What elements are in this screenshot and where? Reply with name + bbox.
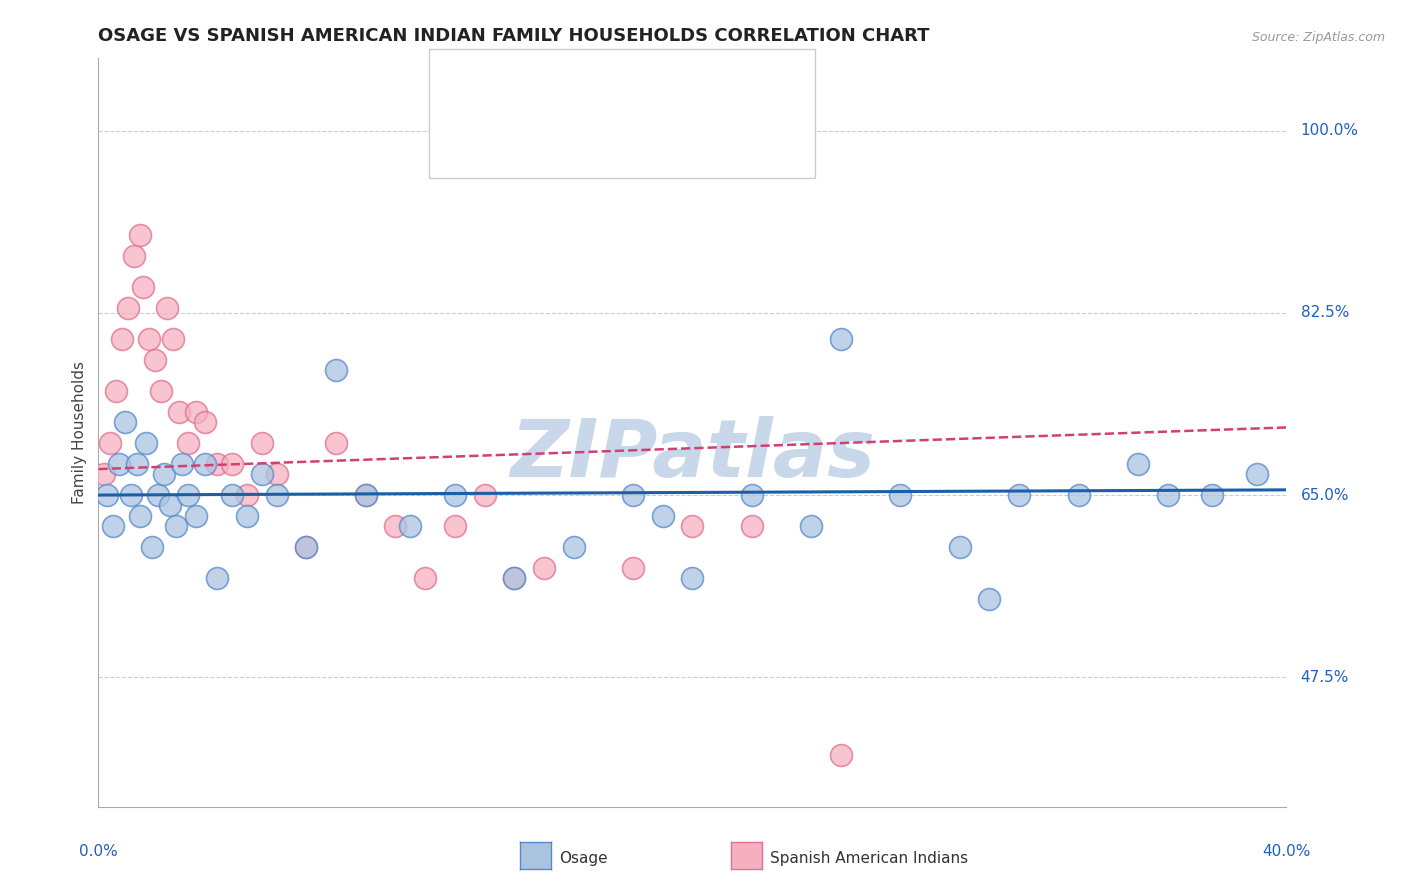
- Text: R = 0.016   N = 35: R = 0.016 N = 35: [510, 137, 695, 155]
- Point: [221, 488, 243, 502]
- Text: 82.5%: 82.5%: [1301, 305, 1350, 320]
- Point: [325, 436, 347, 450]
- Point: [384, 519, 406, 533]
- Point: [533, 561, 555, 575]
- Point: [651, 508, 673, 523]
- Point: [830, 332, 852, 346]
- Text: Spanish American Indians: Spanish American Indians: [770, 851, 969, 865]
- Point: [120, 488, 142, 502]
- Point: [194, 457, 217, 471]
- Point: [1246, 467, 1268, 482]
- Point: [236, 488, 259, 502]
- Text: OSAGE VS SPANISH AMERICAN INDIAN FAMILY HOUSEHOLDS CORRELATION CHART: OSAGE VS SPANISH AMERICAN INDIAN FAMILY …: [98, 28, 929, 45]
- Point: [1156, 488, 1178, 502]
- Point: [138, 332, 160, 346]
- Point: [108, 457, 131, 471]
- Point: [221, 457, 243, 471]
- Point: [621, 488, 644, 502]
- Text: 40.0%: 40.0%: [1263, 844, 1310, 859]
- Point: [295, 540, 318, 554]
- Point: [186, 405, 208, 419]
- Text: R = 0.012   N = 44: R = 0.012 N = 44: [510, 92, 695, 110]
- Point: [889, 488, 911, 502]
- Point: [186, 508, 208, 523]
- Point: [159, 499, 181, 513]
- Point: [122, 249, 145, 263]
- Point: [413, 571, 436, 585]
- Text: 47.5%: 47.5%: [1301, 670, 1350, 685]
- Point: [207, 571, 229, 585]
- Point: [143, 352, 166, 367]
- Point: [830, 748, 852, 763]
- Point: [800, 519, 823, 533]
- Point: [266, 488, 288, 502]
- Point: [1126, 457, 1149, 471]
- Point: [979, 592, 1001, 607]
- Point: [93, 467, 115, 482]
- Y-axis label: Family Households: Family Households: [72, 361, 87, 504]
- Point: [129, 508, 152, 523]
- Point: [354, 488, 377, 502]
- Point: [325, 363, 347, 377]
- Point: [135, 436, 157, 450]
- Text: 100.0%: 100.0%: [1301, 123, 1358, 138]
- Point: [1008, 488, 1031, 502]
- Point: [132, 280, 155, 294]
- Point: [444, 519, 467, 533]
- Point: [1201, 488, 1223, 502]
- Point: [474, 488, 496, 502]
- Point: [681, 571, 703, 585]
- Text: Source: ZipAtlas.com: Source: ZipAtlas.com: [1251, 31, 1385, 45]
- Point: [111, 332, 134, 346]
- Text: 0.0%: 0.0%: [79, 844, 118, 859]
- Point: [250, 467, 273, 482]
- Point: [621, 561, 644, 575]
- Point: [149, 384, 172, 398]
- Point: [444, 488, 467, 502]
- Text: 65.0%: 65.0%: [1301, 488, 1350, 502]
- Point: [176, 436, 198, 450]
- Point: [503, 571, 526, 585]
- Point: [1067, 488, 1090, 502]
- Point: [562, 540, 585, 554]
- Point: [503, 571, 526, 585]
- Point: [129, 227, 152, 242]
- Point: [167, 405, 190, 419]
- Point: [146, 488, 169, 502]
- Point: [103, 519, 125, 533]
- Point: [741, 488, 763, 502]
- Point: [156, 301, 179, 315]
- Text: Osage: Osage: [560, 851, 609, 865]
- Text: ZIPatlas: ZIPatlas: [510, 416, 875, 494]
- Point: [949, 540, 972, 554]
- Point: [194, 415, 217, 429]
- Point: [105, 384, 128, 398]
- Point: [681, 519, 703, 533]
- Point: [295, 540, 318, 554]
- Point: [170, 457, 193, 471]
- Point: [250, 436, 273, 450]
- Point: [207, 457, 229, 471]
- Point: [98, 436, 121, 450]
- Point: [354, 488, 377, 502]
- Point: [114, 415, 136, 429]
- Point: [399, 519, 422, 533]
- Point: [266, 467, 288, 482]
- Point: [117, 301, 139, 315]
- Point: [176, 488, 198, 502]
- Point: [152, 467, 174, 482]
- Point: [125, 457, 148, 471]
- Point: [236, 508, 259, 523]
- Point: [141, 540, 163, 554]
- Point: [96, 488, 118, 502]
- Point: [741, 519, 763, 533]
- Point: [162, 332, 184, 346]
- Point: [165, 519, 187, 533]
